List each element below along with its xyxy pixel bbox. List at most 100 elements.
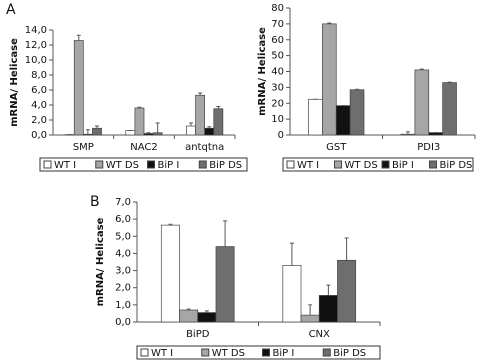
error-bar — [137, 106, 142, 108]
x-tick-label: PDI3 — [417, 142, 440, 153]
bar — [318, 295, 338, 323]
bar — [282, 265, 302, 323]
y-tick-label: 5,0 — [115, 231, 131, 242]
y-tick-label: 70 — [271, 19, 284, 30]
y-tick-label: 0,0 — [31, 130, 47, 141]
legend-label: WT DS — [212, 348, 245, 359]
y-tick-label: 3,0 — [115, 266, 131, 277]
error-bar — [146, 132, 151, 134]
legend-label: BiP I — [273, 348, 295, 359]
bar — [195, 94, 206, 136]
x-tick-label: GST — [326, 142, 347, 153]
error-bar — [216, 106, 221, 109]
y-axis-label: mRNA/ Helicase — [95, 217, 106, 306]
error-bar — [204, 310, 209, 313]
error-bar — [223, 220, 228, 247]
legend-label: BiP DS — [440, 160, 473, 171]
legend-label: WT I — [54, 160, 76, 171]
y-axis-label: mRNA/ Helicase — [9, 38, 20, 127]
bar — [197, 312, 217, 323]
y-tick-label: 14,0 — [25, 25, 47, 36]
y-tick-label: 60 — [271, 35, 284, 46]
error-bar — [289, 242, 294, 266]
legend-swatch — [322, 348, 331, 357]
error-bar — [419, 68, 424, 70]
x-tick-label: antqtna — [185, 142, 224, 153]
y-tick-label: 2,0 — [31, 115, 47, 126]
bar — [134, 107, 145, 136]
bar — [337, 259, 357, 323]
y-tick-label: 40 — [271, 67, 284, 78]
error-bar — [327, 22, 332, 24]
y-tick-label: 50 — [271, 51, 284, 62]
bar — [92, 127, 102, 136]
y-tick-label: 0,0 — [115, 317, 131, 328]
bar — [322, 23, 337, 136]
bar — [300, 314, 320, 323]
bar — [349, 89, 365, 136]
bar — [186, 125, 196, 136]
legend-box — [136, 345, 381, 360]
error-bar — [308, 304, 313, 316]
bar — [335, 105, 351, 136]
legend-swatch — [334, 160, 342, 169]
error-bar — [344, 237, 349, 261]
legend-swatch — [201, 348, 210, 357]
y-tick-label: 10 — [271, 114, 284, 125]
error-bar — [198, 92, 203, 96]
y-tick-label: 4,0 — [31, 100, 47, 111]
legend-swatch — [140, 348, 149, 357]
bar — [308, 98, 323, 136]
legend-label: BiP DS — [333, 348, 366, 359]
error-bar — [168, 223, 173, 226]
error-bar — [207, 126, 212, 129]
legend-label: WT DS — [345, 160, 378, 171]
legend-box — [282, 157, 474, 172]
y-tick-label: 8,0 — [31, 70, 47, 81]
error-bar — [189, 122, 194, 126]
error-bar — [85, 129, 90, 135]
legend-label: WT I — [297, 160, 319, 171]
legend-swatch — [262, 348, 270, 357]
error-bar — [326, 284, 331, 296]
y-tick-label: 0 — [278, 130, 284, 141]
bar — [82, 133, 93, 136]
legend-label: WT DS — [106, 160, 139, 171]
error-bar — [76, 34, 81, 41]
bar — [152, 132, 163, 136]
bar — [442, 82, 457, 136]
legend-label: BiP I — [158, 160, 180, 171]
error-bar — [405, 131, 410, 135]
y-tick-label: 4,0 — [115, 248, 131, 259]
y-tick-label: 80 — [271, 3, 284, 14]
panel-label: A — [6, 2, 16, 18]
error-bar — [155, 122, 160, 133]
legend-swatch — [381, 160, 390, 169]
y-tick-label: 6,0 — [31, 85, 47, 96]
legend-label: BiP I — [392, 160, 414, 171]
y-axis-label: mRNA/ Helicase — [257, 27, 268, 116]
bar — [215, 246, 235, 323]
bar — [179, 309, 199, 323]
legend-label: BiP DS — [209, 160, 242, 171]
error-bar — [94, 125, 99, 129]
x-tick-label: SMP — [73, 142, 94, 153]
y-tick-label: 6,0 — [115, 214, 131, 225]
y-tick-label: 1,0 — [115, 300, 131, 311]
bar — [213, 108, 224, 136]
legend-label: WT I — [151, 348, 173, 359]
x-tick-label: BiPD — [186, 329, 210, 340]
legend-swatch — [429, 160, 437, 169]
bar — [160, 224, 180, 323]
legend-swatch — [198, 160, 207, 169]
legend-swatch — [43, 160, 52, 169]
bar — [400, 133, 416, 136]
error-bar — [186, 308, 191, 310]
legend-swatch — [147, 160, 155, 169]
x-tick-label: NAC2 — [130, 142, 158, 153]
y-tick-label: 12,0 — [25, 40, 47, 51]
bar — [414, 69, 430, 136]
legend-box — [39, 157, 248, 172]
bar — [204, 127, 215, 136]
